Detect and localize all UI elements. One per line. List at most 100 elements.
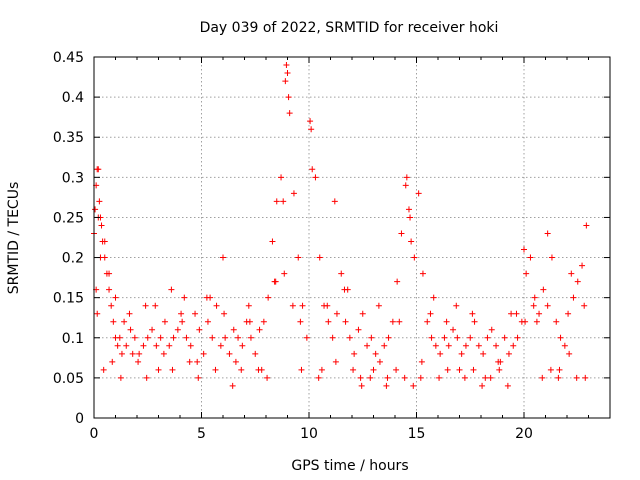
data-point <box>531 294 538 301</box>
y-tick-label: 0.25 <box>53 210 84 226</box>
data-point <box>153 342 160 349</box>
data-point <box>123 342 130 349</box>
data-point <box>192 310 199 317</box>
data-point <box>194 358 201 365</box>
data-point <box>469 310 476 317</box>
data-point <box>381 342 388 349</box>
data-point <box>303 334 310 341</box>
data-point <box>394 278 401 285</box>
data-point <box>372 350 379 357</box>
data-point <box>484 334 491 341</box>
data-point <box>284 70 291 77</box>
data-point <box>255 366 262 373</box>
data-point <box>467 334 474 341</box>
data-point <box>342 318 349 325</box>
data-point <box>521 246 527 253</box>
data-point <box>269 238 276 245</box>
data-point <box>407 214 414 221</box>
x-axis-label: GPS time / hours <box>291 458 408 474</box>
data-point <box>350 366 357 373</box>
x-tick-label: 10 <box>300 426 318 442</box>
data-point <box>493 342 500 349</box>
data-point <box>187 342 194 349</box>
data-point <box>289 302 296 309</box>
data-point <box>98 222 105 229</box>
data-point <box>462 342 469 349</box>
data-point <box>245 302 252 309</box>
data-point <box>282 78 289 85</box>
data-point <box>570 294 577 301</box>
data-point <box>514 334 521 341</box>
data-point <box>155 366 162 373</box>
data-point <box>548 254 555 261</box>
data-point <box>295 254 302 261</box>
x-tick-label: 15 <box>408 426 426 442</box>
data-point <box>479 382 486 389</box>
data-point <box>264 374 271 381</box>
data-point <box>169 366 176 373</box>
data-point <box>470 366 477 373</box>
y-tick-labels: 0 0.05 0.1 0.15 0.2 0.25 0.3 0.35 0.4 0.45 <box>53 50 84 427</box>
data-point <box>283 62 290 69</box>
data-point <box>441 334 448 341</box>
data-point <box>108 302 115 309</box>
data-point <box>359 310 366 317</box>
data-point <box>324 302 331 309</box>
data-point <box>217 342 224 349</box>
y-tick-label: 0.05 <box>53 371 84 387</box>
data-point <box>174 326 181 333</box>
data-point <box>444 366 451 373</box>
data-point <box>393 366 400 373</box>
data-point <box>461 374 468 381</box>
y-tick-label: 0.4 <box>62 90 84 106</box>
data-points <box>91 62 590 389</box>
data-point <box>565 310 572 317</box>
axis-ticks <box>93 56 610 419</box>
data-point <box>178 310 185 317</box>
data-point <box>94 310 101 317</box>
data-point <box>166 342 173 349</box>
data-point <box>230 326 237 333</box>
data-point <box>579 262 586 269</box>
data-point <box>383 382 390 389</box>
data-point <box>285 94 292 101</box>
data-point <box>265 294 272 301</box>
data-point <box>402 182 409 189</box>
data-point <box>540 286 547 293</box>
y-tick-label: 0 <box>75 411 84 427</box>
data-point <box>417 374 424 381</box>
data-point <box>112 294 119 301</box>
data-point <box>143 374 150 381</box>
data-point <box>480 350 487 357</box>
data-point <box>239 342 246 349</box>
data-point <box>298 366 305 373</box>
data-point <box>513 310 520 317</box>
data-point <box>316 254 323 261</box>
data-point <box>544 302 551 309</box>
data-point <box>410 382 417 389</box>
data-point <box>308 126 315 133</box>
data-point <box>405 206 412 213</box>
data-point <box>299 302 306 309</box>
y-tick-label: 0.1 <box>62 331 84 347</box>
data-point <box>527 254 534 261</box>
data-point <box>581 302 588 309</box>
data-point <box>428 334 435 341</box>
data-point <box>117 374 124 381</box>
data-point <box>573 374 580 381</box>
data-point <box>530 302 537 309</box>
data-point <box>200 350 207 357</box>
data-point <box>157 334 164 341</box>
data-point <box>106 270 113 277</box>
data-point <box>181 294 188 301</box>
data-point <box>539 374 546 381</box>
data-point <box>235 334 242 341</box>
data-point <box>471 318 478 325</box>
x-tick-label: 20 <box>515 426 533 442</box>
data-point <box>212 366 219 373</box>
data-point <box>475 342 482 349</box>
data-point <box>450 326 457 333</box>
data-point <box>246 318 253 325</box>
data-point <box>415 190 422 197</box>
